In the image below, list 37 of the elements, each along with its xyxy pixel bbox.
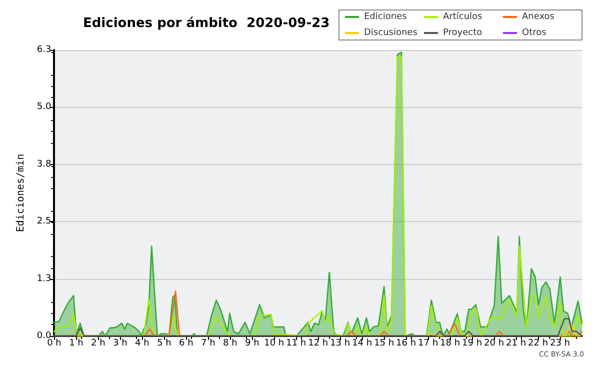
legend-label: Ediciones (364, 12, 408, 22)
legend-label: Discusiones (364, 28, 418, 38)
legend-label: Artículos (443, 11, 483, 22)
x-tick-label: 22 h (528, 338, 548, 348)
x-tick-label: 1 h (69, 338, 84, 348)
x-tick-label: 17 h (418, 338, 438, 348)
x-tick-label: 0 h (47, 338, 62, 348)
chart-title: Ediciones por ámbito 2020-09-23 (83, 16, 330, 31)
y-tick-label: 3.8 (36, 159, 52, 170)
x-tick-label: 18 h (440, 338, 460, 348)
x-tick-label: 23 h (550, 338, 570, 348)
legend-label: Anexos (522, 12, 555, 22)
x-tick-label: 5 h (157, 338, 172, 348)
x-tick-label: 20 h (484, 338, 504, 348)
legend-label: Otros (522, 28, 547, 38)
x-tick-label: 16 h (396, 338, 416, 348)
x-tick-label: 4 h (135, 338, 150, 348)
y-axis-title: Ediciones/min (16, 154, 26, 232)
x-tick-label: 11 h (286, 338, 306, 348)
x-tick-label: 10 h (264, 338, 284, 348)
x-tick-label: 15 h (374, 338, 394, 348)
y-tick-label: 6.3 (36, 45, 52, 55)
x-tick-label: 3 h (113, 338, 128, 348)
x-tick-label: 7 h (201, 338, 216, 348)
x-tick-label: 6 h (179, 338, 194, 348)
x-tick-label: 9 h (244, 338, 260, 348)
x-tick-label: 8 h (222, 338, 238, 348)
x-tick-label: 2 h (91, 338, 106, 348)
y-tick-label: 1.3 (36, 274, 52, 284)
x-tick-label: 12 h (308, 338, 328, 348)
x-tick-label: 14 h (352, 338, 372, 348)
x-tick-label: 21 h (506, 338, 526, 348)
y-tick-label: 2.5 (36, 216, 52, 227)
legend-label: Proyecto (443, 28, 483, 38)
y-tick-label: 5.0 (36, 102, 52, 112)
x-tick-label: 19 h (462, 338, 482, 348)
x-tick-label: 13 h (330, 338, 350, 348)
